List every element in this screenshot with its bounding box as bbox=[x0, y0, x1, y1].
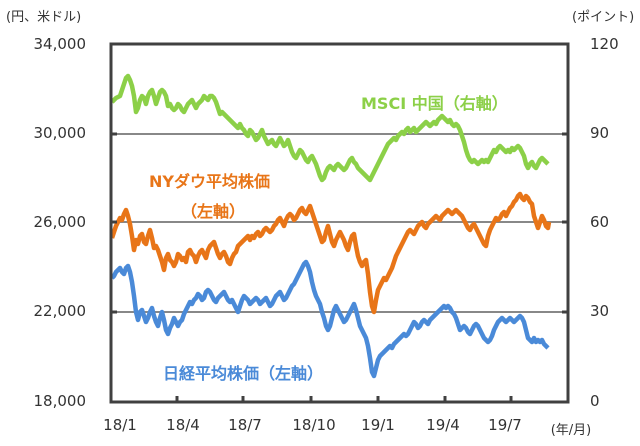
nikkei-line bbox=[110, 259, 550, 379]
right-tick-90: 90 bbox=[590, 124, 610, 142]
x-tick-label: 19/7 bbox=[488, 416, 522, 434]
right-tick-0: 0 bbox=[590, 392, 600, 410]
right-tick-120: 120 bbox=[590, 35, 619, 53]
left-tick-26000: 26,000 bbox=[33, 213, 87, 231]
right-axis-unit: (ポイント) bbox=[572, 10, 635, 25]
x-tick-label: 18/1 bbox=[103, 416, 137, 434]
nikkei-label: 日経平均株価（左軸） bbox=[163, 364, 324, 383]
msci-china-line bbox=[110, 73, 550, 183]
ny-dow-label-line1: NYダウ平均株価 bbox=[149, 172, 270, 191]
right-tick-60: 60 bbox=[590, 213, 610, 231]
x-tick-label: 18/10 bbox=[292, 416, 336, 434]
left-axis-unit: (円、米ドル) bbox=[6, 10, 82, 25]
x-tick-label: 19/1 bbox=[361, 416, 395, 434]
left-tick-30000: 30,000 bbox=[33, 124, 87, 142]
ny-dow-line bbox=[109, 191, 552, 315]
msci-china-label: MSCI 中国（右軸） bbox=[361, 94, 508, 113]
ny-dow-label-line2: （左軸） bbox=[181, 202, 246, 221]
x-axis-unit: (年/月) bbox=[550, 423, 592, 438]
x-tick-label: 18/7 bbox=[228, 416, 262, 434]
left-tick-22000: 22,000 bbox=[33, 302, 87, 320]
left-tick-34000: 34,000 bbox=[33, 35, 87, 53]
left-tick-18000: 18,000 bbox=[33, 392, 87, 410]
x-tick-label: 18/4 bbox=[166, 416, 200, 434]
x-tick-label: 19/4 bbox=[426, 416, 460, 434]
right-tick-30: 30 bbox=[590, 302, 610, 320]
